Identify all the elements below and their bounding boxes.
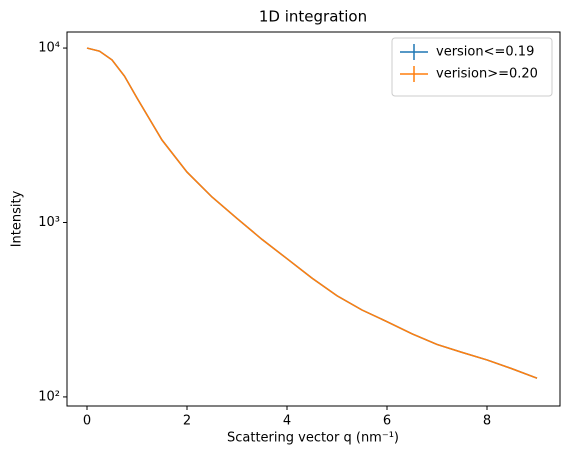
- legend-label: verision>=0.20: [436, 67, 538, 82]
- y-tick-label: 10³: [38, 215, 60, 230]
- plot-frame: [66, 31, 561, 407]
- x-tick-label: 2: [183, 414, 191, 429]
- x-tick-label: 8: [483, 414, 491, 429]
- x-tick-label: 6: [383, 414, 391, 429]
- data-line: [86, 47, 538, 379]
- y-tick-label: 10⁴: [38, 41, 60, 56]
- data-line: [86, 47, 538, 379]
- y-axis-label: Intensity: [10, 190, 25, 247]
- x-tick-label: 0: [83, 414, 91, 429]
- y-tick-label: 10²: [38, 389, 60, 404]
- chart-title: 1D integration: [259, 8, 367, 26]
- x-tick-label: 4: [283, 414, 291, 429]
- legend-box: [391, 37, 553, 97]
- x-axis-label: Scattering vector q (nm⁻¹): [227, 431, 399, 446]
- legend-label: version<=0.19: [436, 45, 534, 60]
